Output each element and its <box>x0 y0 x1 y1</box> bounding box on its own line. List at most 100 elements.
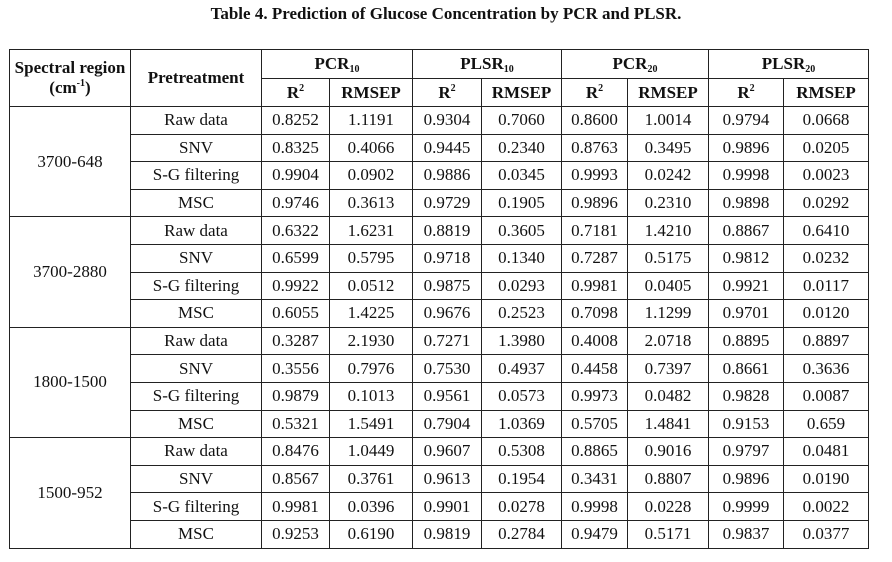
r2-value-cell: 0.8476 <box>261 437 330 466</box>
rmsep-value-cell: 1.0014 <box>627 106 709 135</box>
table-row: MSC 0.6055 1.4225 0.9676 0.2523 0.7098 1.1299 0… <box>10 299 869 328</box>
rmsep-value-cell: 1.4210 <box>627 216 709 245</box>
r2-value-cell: 0.8819 <box>412 216 482 245</box>
header-rmsep: RMSEP <box>481 78 562 107</box>
r2-value-cell: 0.6055 <box>261 299 330 328</box>
r2-superscript: 2 <box>749 82 755 94</box>
rmsep-value-cell: 0.0242 <box>627 161 709 190</box>
rmsep-value-cell: 0.0668 <box>783 106 869 135</box>
pretreatment-cell: S-G filtering <box>130 381 262 411</box>
pretreatment-cell: S-G filtering <box>130 271 262 301</box>
r2-base: R <box>737 82 750 102</box>
rmsep-value-cell: 0.7060 <box>481 106 562 135</box>
r2-value-cell: 0.9794 <box>708 106 784 135</box>
table-row: SNV 0.3556 0.7976 0.7530 0.4937 0.4458 0.7397 0… <box>10 354 869 383</box>
pretreatment-cell: SNV <box>130 354 262 383</box>
rmsep-value-cell: 0.0377 <box>783 519 869 549</box>
table-row: MSC 0.9253 0.6190 0.9819 0.2784 0.9479 0.5171 0… <box>10 519 869 549</box>
rmsep-value-cell: 0.0278 <box>481 492 562 521</box>
rmsep-value-cell: 0.8807 <box>627 464 709 494</box>
r2-value-cell: 0.8567 <box>261 464 330 494</box>
r2-value-cell: 0.8867 <box>708 216 784 245</box>
r2-value-cell: 0.9561 <box>412 381 482 411</box>
r2-value-cell: 0.4008 <box>561 326 628 356</box>
table-row: 3700-648 Raw data 0.8252 1.1191 0.9304 0.7060… <box>9 105 869 218</box>
model-name: PLSR <box>460 53 504 73</box>
rmsep-value-cell: 0.0117 <box>783 271 869 301</box>
rmsep-value-cell: 0.5171 <box>627 519 709 549</box>
r2-value-cell: 0.9904 <box>261 161 330 190</box>
pretreatment-cell: MSC <box>130 188 262 218</box>
r2-value-cell: 0.9998 <box>561 492 628 521</box>
r2-value-cell: 0.8865 <box>561 437 628 466</box>
rmsep-value-cell: 0.1340 <box>481 243 562 273</box>
rmsep-value-cell: 0.3636 <box>783 354 869 383</box>
pretreatment-cell: Raw data <box>130 437 262 466</box>
r2-value-cell: 0.3287 <box>261 326 330 356</box>
table-row: S-G filtering 0.9879 0.1013 0.9561 0.0573 0.9… <box>10 381 869 411</box>
rmsep-value-cell: 0.4066 <box>329 133 413 163</box>
rmsep-value-cell: 0.1954 <box>481 464 562 494</box>
r2-value-cell: 0.9479 <box>561 519 628 549</box>
rmsep-value-cell: 1.4225 <box>329 299 413 328</box>
header-rmsep: RMSEP <box>627 78 709 107</box>
r2-value-cell: 0.9812 <box>708 243 784 273</box>
rmsep-value-cell: 0.659 <box>783 409 869 439</box>
r2-value-cell: 0.9896 <box>708 464 784 494</box>
table-row: S-G filtering 0.9981 0.0396 0.9901 0.0278 0.9… <box>10 492 869 521</box>
header-r2: R2 <box>261 78 330 107</box>
rmsep-value-cell: 0.0293 <box>481 271 562 301</box>
r2-value-cell: 0.8600 <box>561 106 628 135</box>
rmsep-value-cell: 2.1930 <box>329 326 413 356</box>
rmsep-value-cell: 1.4841 <box>627 409 709 439</box>
r2-value-cell: 0.9746 <box>261 188 330 218</box>
r2-value-cell: 0.9973 <box>561 381 628 411</box>
r2-value-cell: 0.9981 <box>561 271 628 301</box>
rmsep-value-cell: 0.0345 <box>481 161 562 190</box>
rmsep-value-cell: 1.6231 <box>329 216 413 245</box>
rmsep-value-cell: 0.0482 <box>627 381 709 411</box>
table-row: MSC 0.9746 0.3613 0.9729 0.1905 0.9896 0.2310 0… <box>10 188 869 218</box>
r2-value-cell: 0.5705 <box>561 409 628 439</box>
model-subscript: 10 <box>503 63 514 75</box>
rmsep-value-cell: 0.0120 <box>783 299 869 328</box>
rmsep-value-cell: 0.2523 <box>481 299 562 328</box>
r2-value-cell: 0.7271 <box>412 326 482 356</box>
rmsep-value-cell: 1.3980 <box>481 326 562 356</box>
r2-value-cell: 0.8895 <box>708 326 784 356</box>
rmsep-value-cell: 0.0205 <box>783 133 869 163</box>
r2-value-cell: 0.9898 <box>708 188 784 218</box>
header-r2: R2 <box>561 78 628 107</box>
r2-base: R <box>286 82 300 102</box>
rmsep-value-cell: 0.2340 <box>481 133 562 163</box>
rmsep-value-cell: 0.9016 <box>627 437 709 466</box>
r2-value-cell: 0.9837 <box>708 519 784 549</box>
spectral-region-cell: 1800-1500 <box>9 326 131 439</box>
rmsep-value-cell: 0.0481 <box>783 437 869 466</box>
table-row: SNV 0.8567 0.3761 0.9613 0.1954 0.3431 0.8807 0… <box>10 464 869 494</box>
r2-value-cell: 0.9253 <box>261 519 330 549</box>
rmsep-value-cell: 0.0292 <box>783 188 869 218</box>
spectral-region-cell: 3700-2880 <box>9 216 131 328</box>
r2-value-cell: 0.8325 <box>261 133 330 163</box>
model-name: PCR <box>314 53 350 73</box>
region-label-close: ) <box>85 78 91 97</box>
pretreatment-cell: MSC <box>130 299 262 328</box>
metric-header-row: R2 RMSEP R2 RMSEP R2 RMSEP R2 RMSEP <box>10 78 869 107</box>
region-label: Spectral region (cm <box>14 58 126 97</box>
r2-value-cell: 0.9896 <box>708 133 784 163</box>
rmsep-value-cell: 2.0718 <box>627 326 709 356</box>
r2-value-cell: 0.5321 <box>261 409 330 439</box>
r2-value-cell: 0.9981 <box>261 492 330 521</box>
r2-value-cell: 0.8252 <box>261 106 330 135</box>
r2-value-cell: 0.7098 <box>561 299 628 328</box>
r2-value-cell: 0.9819 <box>412 519 482 549</box>
table-title: Table 4. Prediction of Glucose Concentra… <box>210 4 682 23</box>
rmsep-value-cell: 0.0190 <box>783 464 869 494</box>
rmsep-value-cell: 0.5308 <box>481 437 562 466</box>
rmsep-value-cell: 0.5175 <box>627 243 709 273</box>
r2-value-cell: 0.9999 <box>708 492 784 521</box>
header-model-pcr10: PCR10 <box>261 49 413 79</box>
header-model-pcr20: PCR20 <box>561 49 709 79</box>
rmsep-value-cell: 0.0405 <box>627 271 709 301</box>
